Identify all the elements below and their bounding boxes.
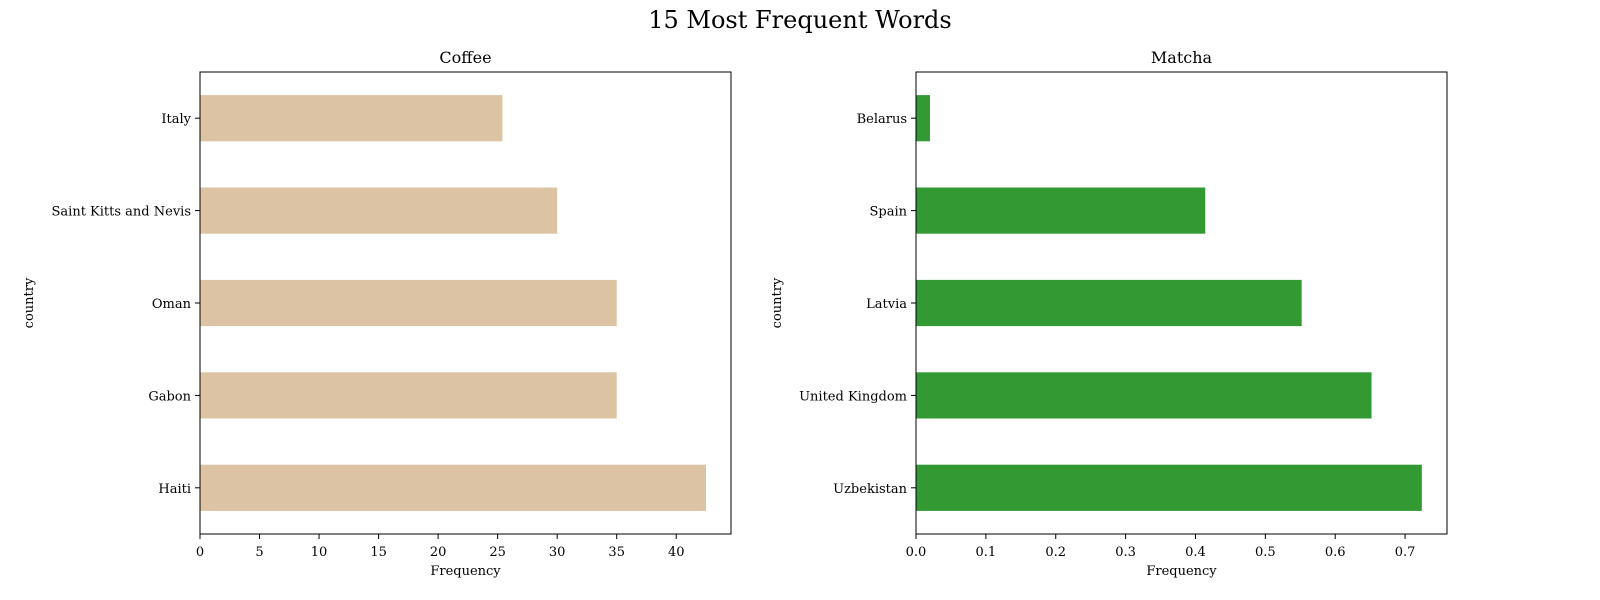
coffee-xtick-label: 0: [196, 545, 204, 560]
matcha-category-label: Spain: [869, 205, 907, 220]
matcha-xtick-label: 0.3: [1115, 545, 1136, 560]
coffee-xtick-label: 35: [608, 545, 625, 560]
coffee-bar: [200, 372, 617, 419]
figure-title: 15 Most Frequent Words: [648, 6, 952, 34]
matcha-category-label: United Kingdom: [799, 389, 907, 404]
matcha-category-label: Uzbekistan: [833, 482, 908, 497]
coffee-category-label: Haiti: [158, 482, 191, 497]
coffee-category-label: Saint Kitts and Nevis: [52, 205, 191, 220]
coffee-xtick-label: 5: [255, 545, 263, 560]
coffee-bar: [200, 464, 706, 511]
coffee-bar: [200, 95, 503, 142]
matcha-category-label: Latvia: [866, 297, 907, 312]
coffee-bar: [200, 279, 617, 327]
matcha-bar: [916, 279, 1302, 327]
matcha-xtick-label: 0.4: [1185, 545, 1206, 560]
coffee-xtick-label: 10: [311, 545, 328, 560]
coffee-xtick-label: 25: [489, 545, 506, 560]
coffee-category-label: Gabon: [148, 389, 191, 404]
coffee-xtick-label: 15: [370, 545, 387, 560]
coffee-plot-frame: [199, 71, 732, 535]
coffee-chart-title: Coffee: [439, 48, 491, 67]
matcha-plot-frame: [915, 71, 1448, 535]
coffee-xtick-label: 30: [549, 545, 566, 560]
matcha-panel: Matcha Belarus Spain Latvia United Kingdom Uz…: [770, 48, 1448, 579]
matcha-bar: [916, 372, 1372, 419]
matcha-chart-title: Matcha: [1151, 48, 1213, 67]
coffee-panel: Coffee Italy Saint Kitts and Nevis Oman Gabo…: [22, 48, 732, 579]
matcha-bar: [916, 95, 930, 142]
coffee-y-axis-label: country: [22, 277, 37, 328]
coffee-category-label: Oman: [152, 297, 192, 312]
coffee-bar: [200, 187, 558, 234]
matcha-xtick-label: 0.0: [906, 545, 927, 560]
coffee-x-axis-label: Frequency: [430, 564, 501, 579]
coffee-xtick-label: 40: [668, 545, 685, 560]
matcha-bar: [916, 187, 1206, 234]
coffee-category-label: Italy: [161, 112, 191, 127]
matcha-category-label: Belarus: [857, 112, 907, 127]
matcha-xtick-label: 0.6: [1325, 545, 1346, 560]
matcha-xtick-label: 0.2: [1045, 545, 1066, 560]
matcha-xtick-label: 0.7: [1395, 545, 1416, 560]
matcha-xtick-label: 0.1: [976, 545, 997, 560]
matcha-bar: [916, 464, 1422, 511]
matcha-xtick-label: 0.5: [1255, 545, 1276, 560]
coffee-xtick-label: 20: [430, 545, 447, 560]
matcha-y-axis-label: country: [770, 277, 785, 328]
matcha-x-axis-label: Frequency: [1146, 564, 1217, 579]
